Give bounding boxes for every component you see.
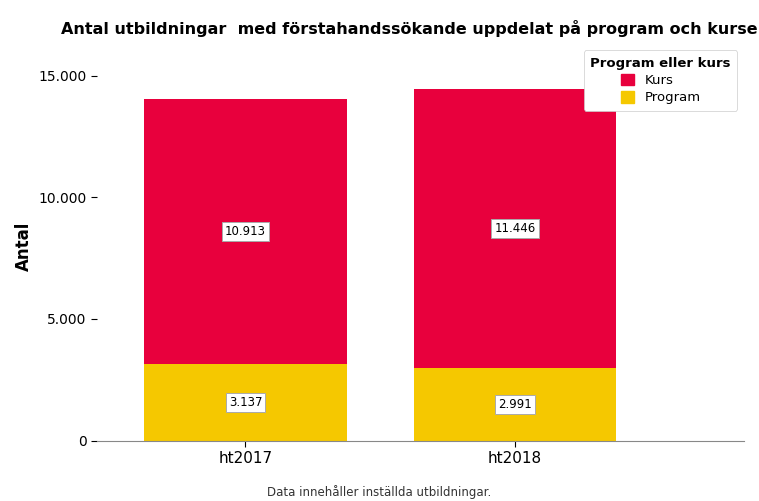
Text: 10.913: 10.913	[225, 225, 266, 238]
Legend: Kurs, Program: Kurs, Program	[584, 50, 738, 111]
Bar	[414, 89, 616, 368]
Y-axis label: Antal: Antal	[15, 221, 33, 271]
Bar	[414, 368, 616, 440]
Bar	[144, 364, 347, 440]
Text: Antal utbildningar  med förstahandssökande uppdelat på program och kurser: Antal utbildningar med förstahandssökand…	[61, 20, 759, 37]
Text: Data innehåller inställda utbildningar.: Data innehåller inställda utbildningar.	[267, 485, 492, 499]
Text: 11.446: 11.446	[494, 222, 536, 235]
Text: 3.137: 3.137	[228, 396, 262, 409]
Text: 2.991: 2.991	[498, 398, 532, 411]
Bar	[144, 99, 347, 364]
